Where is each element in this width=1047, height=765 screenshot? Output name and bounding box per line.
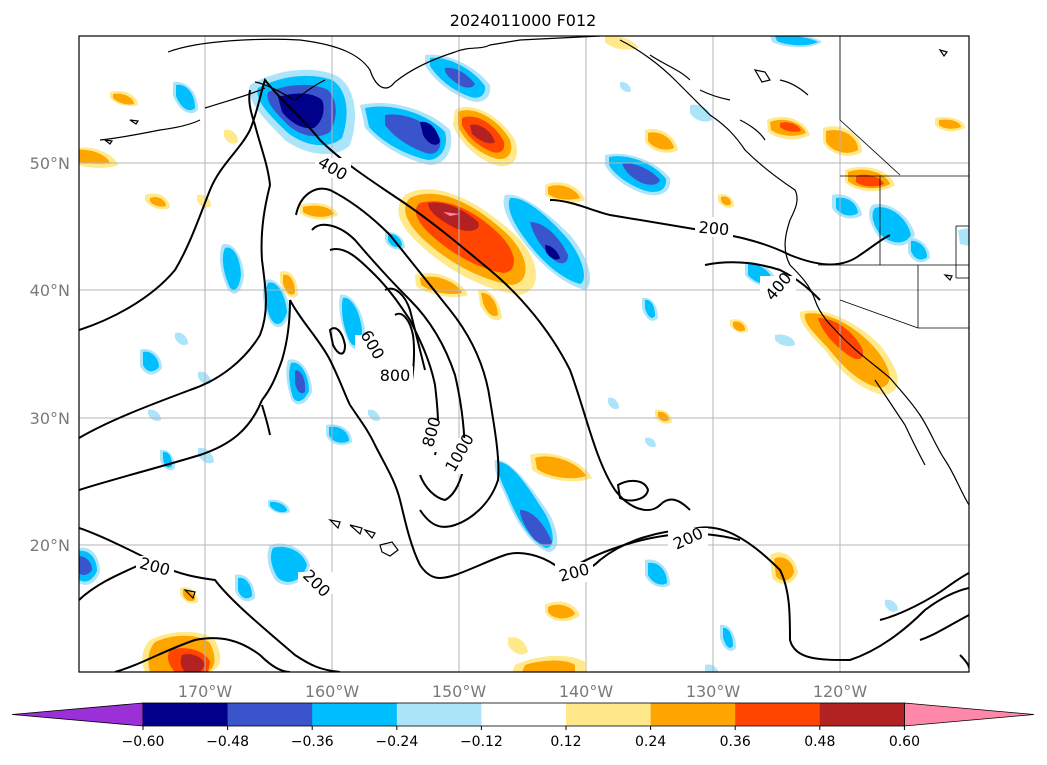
colorbar-swatch	[650, 703, 736, 726]
negative-anomaly-alaska	[249, 69, 355, 155]
colorbar-swatch	[396, 703, 482, 726]
colorbar: −0.60 −0.48 −0.36 −0.24 −0.12 0.12 0.24 0.36 0.4…	[11, 702, 1035, 750]
colorbar-tick-label: 0.36	[720, 734, 751, 750]
lon-label-120w: 120°W	[813, 682, 868, 701]
borders	[818, 36, 969, 329]
colorbar-swatch	[312, 703, 398, 726]
lon-label-170w: 170°W	[178, 682, 233, 701]
contour-label-800-upper: 800	[380, 366, 411, 385]
colorbar-tick-label: −0.48	[206, 734, 249, 750]
lat-labels: 50°N 40°N 30°N 20°N	[30, 154, 70, 555]
map-background	[79, 36, 969, 672]
colorbar-tick-label: −0.12	[460, 734, 503, 750]
lon-labels: 170°W 160°W 150°W 140°W 130°W 120°W	[178, 682, 868, 701]
lon-label-140w: 140°W	[559, 682, 614, 701]
lat-label-50n: 50°N	[30, 154, 70, 173]
lat-label-30n: 30°N	[30, 409, 70, 428]
colorbar-tick-label: 0.12	[550, 734, 581, 750]
colorbar-tick-label: −0.36	[291, 734, 334, 750]
lon-label-130w: 130°W	[686, 682, 741, 701]
negative-anomaly-gulf	[360, 54, 491, 165]
colorbar-swatches	[11, 702, 1035, 727]
colorbar-tick-label: −0.60	[122, 734, 165, 750]
negative-anomaly-band	[494, 153, 671, 552]
colorbar-swatch	[481, 703, 567, 726]
map-panel: 400 200 400 600 800 800 1000 200 200 200	[78, 35, 970, 673]
lat-label-40n: 40°N	[30, 281, 70, 300]
map-frame	[78, 35, 970, 673]
colorbar-frame	[142, 702, 905, 727]
colorbar-swatch	[227, 703, 313, 726]
lon-label-160w: 160°W	[305, 682, 360, 701]
negative-anomaly-small	[79, 36, 969, 672]
positive-anomaly-small	[79, 36, 965, 672]
colorbar-extend-min	[11, 702, 144, 727]
colorbar-tick-label: 0.48	[804, 734, 835, 750]
lat-label-20n: 20°N	[30, 536, 70, 555]
colorbar-swatch	[566, 703, 652, 726]
colorbar-tick-label: 0.60	[889, 734, 920, 750]
map-title: 2024011000 F012	[450, 11, 597, 30]
colorbar-swatch	[819, 703, 905, 726]
contour-label-200-ne: 200	[698, 218, 730, 240]
positive-anomaly-california	[799, 310, 898, 395]
colorbar-tick-label: −0.24	[375, 734, 418, 750]
colorbar-extend-max	[904, 702, 1035, 727]
coastlines	[99, 36, 969, 600]
colorbar-swatch	[735, 703, 821, 726]
positive-anomaly-ne-pacific	[398, 189, 537, 295]
anomaly-fill-layer	[79, 36, 969, 672]
contour-lines	[79, 77, 969, 672]
lon-label-150w: 150°W	[432, 682, 487, 701]
colorbar-ticks: −0.60 −0.48 −0.36 −0.24 −0.12 0.12 0.24 0.36 0.4…	[122, 726, 920, 750]
colorbar-swatch	[143, 703, 229, 726]
colorbar-tick-label: 0.24	[635, 734, 666, 750]
positive-anomaly-gulf	[453, 106, 518, 167]
